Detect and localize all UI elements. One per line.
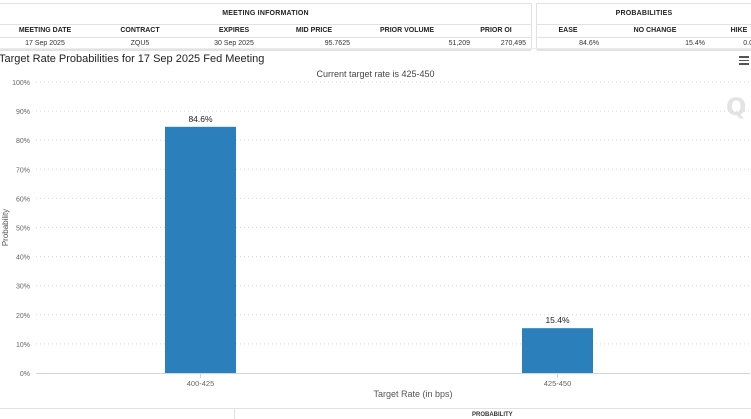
meeting-information-panel: MEETING INFORMATION MEETING DATE CONTRAC…: [0, 3, 532, 51]
x-tick-label: 425-450: [544, 379, 572, 388]
probabilities-values-row: 84.6% 15.4% 0.0: [537, 38, 751, 51]
chart-subtitle: Current target rate is 425-450: [316, 69, 435, 79]
ease-value: 84.6%: [579, 40, 599, 47]
y-tick-label: 30%: [16, 284, 30, 291]
column-header-expires: EXPIRES: [218, 27, 250, 34]
column-header-prior-volume: PRIOR VOLUME: [379, 27, 435, 34]
mid-price-value: 95.7625: [324, 40, 350, 47]
x-axis-ticks: 400-425 425-450: [187, 373, 572, 388]
y-tick-label: 70%: [16, 167, 30, 174]
column-header-contract: CONTRACT: [120, 27, 160, 34]
y-axis-label: Probability: [1, 209, 10, 246]
meeting-information-header: MEETING INFORMATION: [0, 4, 531, 25]
meeting-information-column-headers: MEETING DATE CONTRACT EXPIRES MID PRICE …: [0, 25, 531, 38]
data-label: 15.4%: [545, 315, 570, 325]
y-axis-ticks: 0% 10% 20% 30% 40% 50% 60% 70% 80% 90% 100%: [12, 80, 30, 378]
prior-oi-value: 270,495: [500, 40, 526, 47]
contract-value: ZQU5: [130, 40, 150, 47]
watermark-logo: Q: [726, 93, 747, 121]
prior-volume-value: 51,209: [448, 40, 470, 47]
y-tick-label: 80%: [16, 138, 30, 145]
bar-400-425[interactable]: [165, 126, 236, 374]
grid-lines: [36, 81, 750, 345]
section-divider: [0, 48, 751, 49]
column-header-no-change: NO CHANGE: [633, 27, 677, 34]
column-header-ease: EASE: [558, 27, 578, 34]
meeting-date-value: 17 Sep 2025: [25, 40, 65, 47]
meeting-information-values-row: 17 Sep 2025 ZQU5 30 Sep 2025 95.7625 51,…: [0, 38, 531, 51]
y-tick-label: 90%: [16, 109, 30, 116]
bars: 84.6% 15.4%: [165, 114, 593, 374]
y-tick-label: 0%: [20, 371, 30, 378]
bar-425-450[interactable]: [522, 328, 593, 373]
y-tick-label: 50%: [16, 226, 30, 233]
no-change-value: 15.4%: [685, 40, 705, 47]
column-header-meeting-date: MEETING DATE: [18, 27, 72, 34]
footer-separator: [234, 409, 235, 419]
summary-tables: MEETING INFORMATION MEETING DATE CONTRAC…: [0, 0, 751, 51]
y-tick-label: 10%: [16, 342, 30, 349]
column-header-prior-oi: PRIOR OI: [480, 27, 512, 34]
footer-probability-label: PROBABILITY: [472, 412, 513, 418]
column-header-hike: HIKE: [730, 27, 748, 34]
chart-menu-icon[interactable]: [739, 56, 749, 65]
y-tick-label: 20%: [16, 313, 30, 320]
x-tick-label: 400-425: [187, 379, 215, 388]
y-tick-label: 40%: [16, 255, 30, 262]
data-label: 84.6%: [188, 114, 213, 124]
y-tick-label: 100%: [12, 80, 30, 87]
probabilities-column-headers: EASE NO CHANGE HIKE: [537, 25, 751, 38]
hike-value: 0.0: [743, 40, 751, 47]
probabilities-header: PROBABILITIES: [537, 4, 751, 25]
x-axis-label: Target Rate (in bps): [373, 389, 452, 399]
column-header-mid-price: MID PRICE: [295, 27, 333, 34]
expires-value: 30 Sep 2025: [214, 40, 254, 47]
chart-title: Target Rate Probabilities for 17 Sep 202…: [0, 53, 265, 65]
footer-divider: [0, 408, 751, 409]
y-tick-label: 60%: [16, 196, 30, 203]
probabilities-panel: PROBABILITIES EASE NO CHANGE HIKE 84.6% …: [536, 3, 751, 51]
